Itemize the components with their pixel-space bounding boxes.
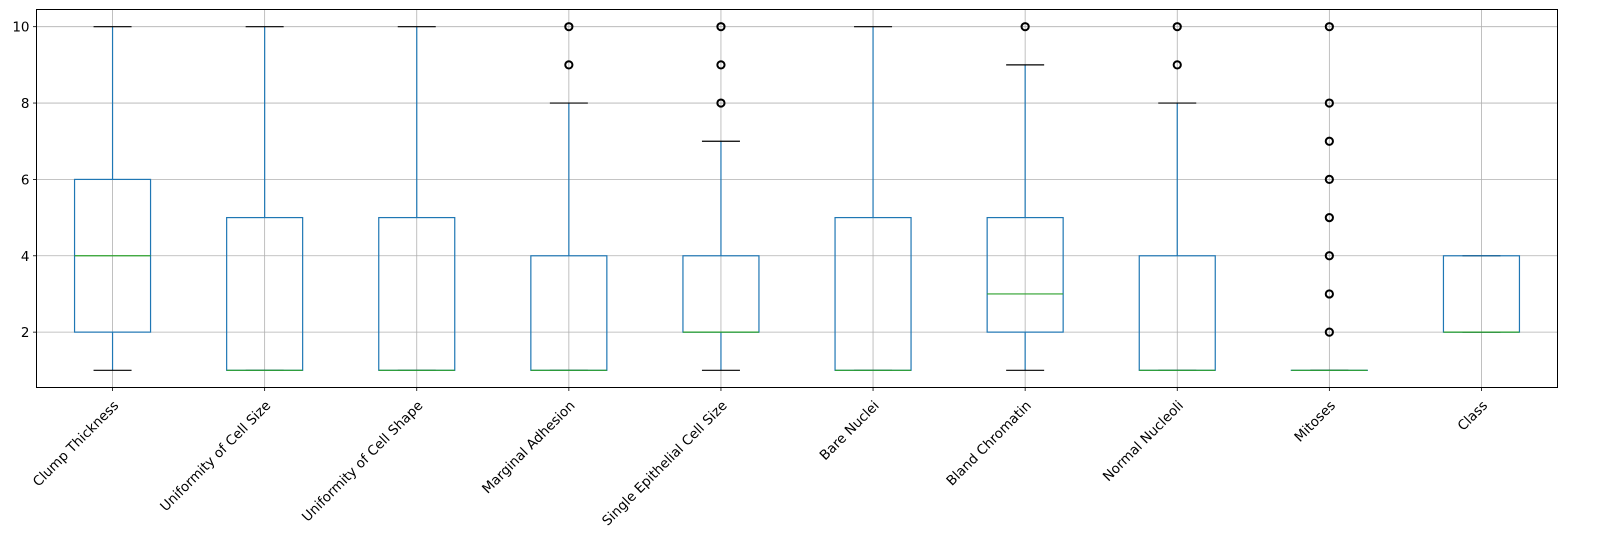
x-axis: Clump Thickness Uniformity of Cell Size Un… bbox=[30, 387, 1491, 529]
x-tick-label: Uniformity of Cell Shape bbox=[299, 398, 426, 525]
outlier-point bbox=[1324, 136, 1334, 146]
y-tick-label: 8 bbox=[21, 96, 30, 112]
y-axis: 2 4 6 8 10 bbox=[12, 20, 37, 341]
outlier-point bbox=[1020, 22, 1030, 32]
outlier-point bbox=[1324, 212, 1334, 223]
y-tick-label: 2 bbox=[21, 325, 30, 341]
outlier-point bbox=[1324, 174, 1334, 185]
outlier-point bbox=[1324, 327, 1334, 337]
x-tick-label: Bare Nuclei bbox=[817, 398, 883, 464]
x-tick-label: Class bbox=[1455, 398, 1491, 434]
box-4 bbox=[530, 22, 608, 371]
outlier-point bbox=[564, 60, 574, 70]
box-2 bbox=[226, 26, 304, 371]
box-10 bbox=[1442, 255, 1521, 333]
x-tick-label: Clump Thickness bbox=[30, 398, 122, 490]
y-tick-label: 4 bbox=[21, 249, 30, 265]
box-3 bbox=[378, 26, 456, 371]
box-body bbox=[986, 216, 1064, 333]
box-1 bbox=[73, 26, 152, 371]
x-tick-label: Normal Nucleoli bbox=[1100, 398, 1187, 485]
x-tick-label: Marginal Adhesion bbox=[479, 398, 578, 497]
plot-area-frame bbox=[36, 9, 1558, 388]
y-tick-label: 10 bbox=[12, 20, 29, 36]
outlier-point bbox=[716, 98, 726, 108]
y-tick-label: 6 bbox=[21, 172, 30, 188]
box-9 bbox=[1290, 22, 1368, 371]
box-5 bbox=[682, 22, 760, 371]
box-6 bbox=[834, 26, 912, 371]
x-tick-label: Bland Chromatin bbox=[943, 398, 1034, 489]
outlier-point bbox=[716, 60, 726, 70]
x-tick-label: Single Epithelial Cell Size bbox=[599, 398, 730, 529]
outlier-point bbox=[1324, 98, 1334, 108]
outlier-point bbox=[1324, 22, 1334, 32]
outlier-point bbox=[564, 22, 574, 32]
outlier-point bbox=[1324, 289, 1334, 299]
outlier-point bbox=[716, 22, 726, 32]
outlier-point bbox=[1324, 251, 1334, 261]
box-7 bbox=[986, 22, 1064, 371]
x-tick-label: Mitoses bbox=[1291, 398, 1339, 446]
x-tick-label: Uniformity of Cell Size bbox=[157, 398, 274, 515]
outlier-point bbox=[1172, 60, 1182, 70]
outlier-point bbox=[1172, 22, 1182, 32]
box-series bbox=[73, 22, 1521, 371]
box-8 bbox=[1138, 22, 1216, 371]
